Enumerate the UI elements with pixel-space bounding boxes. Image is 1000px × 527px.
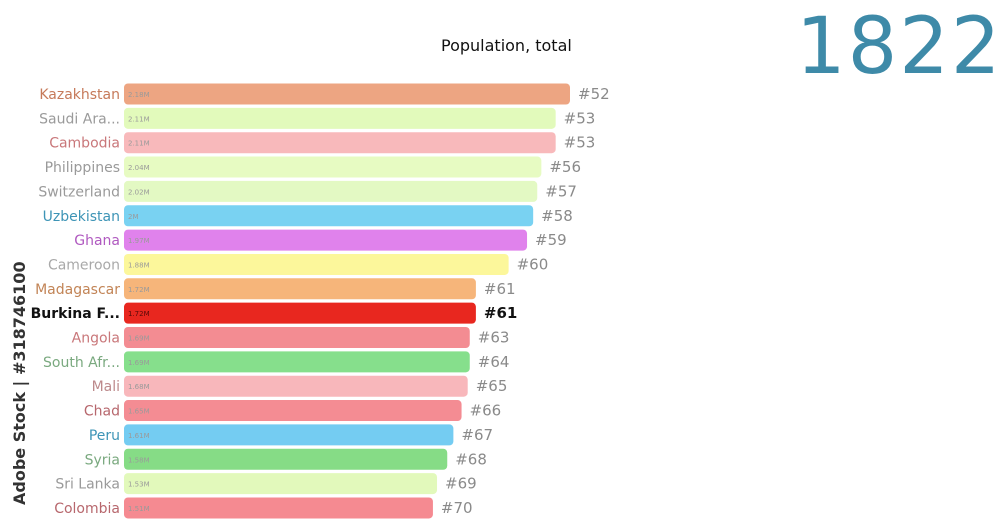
category-label: Syria [85, 452, 120, 468]
value-label: 1.53M [128, 481, 150, 489]
bar [124, 327, 470, 348]
category-label: Colombia [54, 501, 120, 517]
category-label: Saudi Ara... [39, 111, 120, 127]
bar [124, 497, 433, 519]
rank-label: #57 [545, 182, 577, 200]
rank-label: #65 [476, 377, 508, 395]
rank-label: #60 [517, 255, 549, 273]
bar [124, 375, 468, 397]
value-label: 2.04M [128, 164, 150, 172]
category-label: Chad [84, 404, 120, 420]
value-label: 1.69M [128, 335, 150, 343]
category-label: Angola [72, 331, 120, 347]
rank-label: #70 [441, 499, 473, 517]
category-label: Switzerland [38, 184, 120, 200]
bar [124, 132, 556, 154]
value-label: 1.61M [128, 432, 150, 440]
bar [124, 107, 556, 129]
value-label: 1.72M [128, 310, 150, 318]
bar [124, 83, 570, 105]
chart-title: Population, total [441, 36, 572, 55]
category-label: Ghana [74, 233, 120, 249]
value-label: 1.97M [128, 237, 150, 245]
value-label: 1.68M [128, 383, 150, 391]
year-display: 1822 [796, 2, 1000, 92]
value-label: 1.72M [128, 286, 150, 294]
bar [124, 424, 454, 446]
rank-label: #61 [484, 280, 516, 298]
value-label: 2M [128, 213, 139, 221]
category-label: Burkina F... [31, 306, 120, 322]
category-label: Philippines [45, 160, 120, 176]
value-label: 1.65M [128, 408, 150, 416]
rank-label: #61 [484, 304, 517, 322]
value-label: 2.02M [128, 188, 150, 196]
rank-label: #59 [535, 231, 567, 249]
rank-label: #53 [564, 109, 596, 127]
category-label: Cameroon [48, 257, 120, 273]
bar [124, 473, 438, 495]
value-label: 2.11M [128, 115, 150, 123]
category-label: Madagascar [35, 282, 120, 298]
rank-label: #69 [445, 475, 477, 493]
bar [124, 180, 538, 202]
rank-label: #56 [549, 158, 581, 176]
value-label: 1.88M [128, 261, 150, 269]
rank-label: #63 [478, 329, 510, 347]
bar [124, 229, 528, 251]
rank-label: #64 [478, 353, 510, 371]
bar [124, 253, 509, 275]
bar [124, 278, 476, 300]
category-label: Uzbekistan [43, 209, 120, 225]
category-label: Mali [92, 379, 120, 395]
rank-label: #53 [564, 134, 596, 152]
category-label: Cambodia [49, 136, 120, 152]
value-label: 1.58M [128, 456, 150, 464]
bar [124, 448, 448, 470]
bar [124, 302, 476, 324]
value-label: 1.51M [128, 505, 150, 513]
value-label: 2.18M [128, 91, 150, 99]
rank-label: #68 [455, 450, 487, 468]
rank-label: #67 [461, 426, 493, 444]
category-label: Sri Lanka [55, 477, 120, 493]
category-label: South Afr... [43, 355, 120, 371]
bar [124, 351, 470, 373]
rank-label: #52 [578, 85, 610, 103]
category-label: Kazakhstan [39, 87, 120, 103]
category-label: Peru [89, 428, 120, 444]
rank-label: #66 [470, 402, 502, 420]
value-label: 2.11M [128, 140, 150, 148]
value-label: 1.69M [128, 359, 150, 367]
bar [124, 400, 462, 422]
rank-label: #58 [541, 207, 573, 225]
bar [124, 205, 534, 227]
bar [124, 156, 542, 178]
